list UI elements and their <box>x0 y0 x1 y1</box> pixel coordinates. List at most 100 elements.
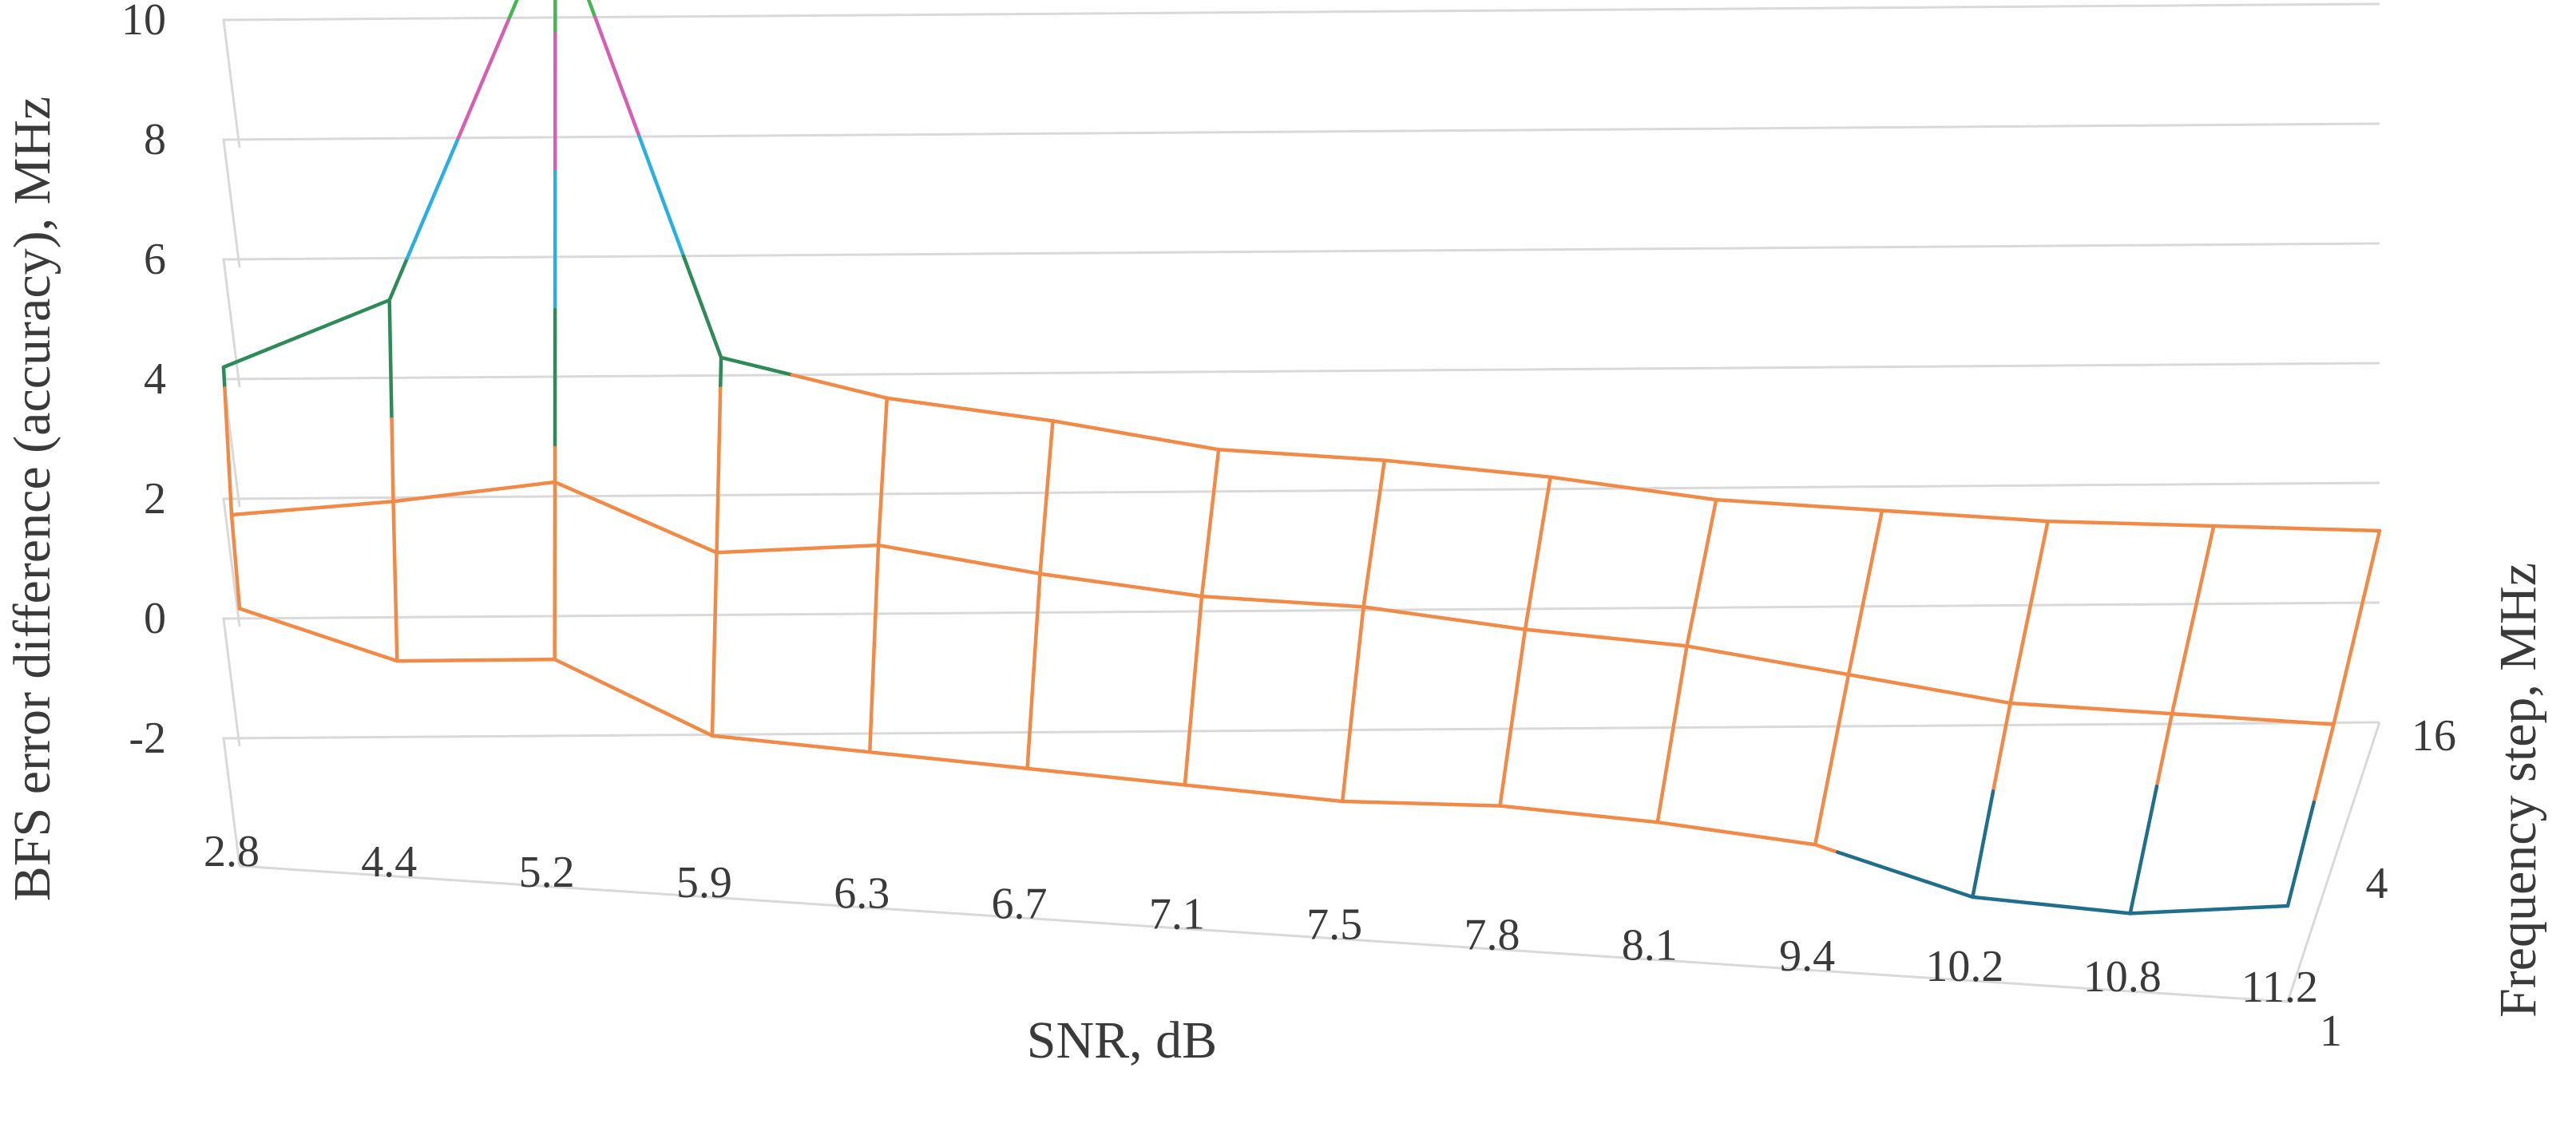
surface-segment <box>874 543 881 610</box>
surface-segment <box>876 396 890 548</box>
z-tick-label: -2 <box>129 714 166 763</box>
surface-segment <box>592 15 641 139</box>
y-tick-label: 1 <box>2320 1006 2342 1056</box>
surface-segment <box>713 551 719 598</box>
surface-segment <box>586 0 597 19</box>
surface-segment <box>1382 458 1552 479</box>
surface-segment <box>1498 804 1660 825</box>
surface-segment <box>867 605 878 754</box>
z-tick-label: 0 <box>144 594 166 643</box>
surface-segment <box>710 594 718 738</box>
x-tick-label: 2.8 <box>204 827 260 876</box>
surface-segment <box>2170 711 2336 726</box>
surface-segment <box>1367 458 1387 567</box>
surface-segment <box>1340 799 1502 808</box>
surface-segment <box>229 500 395 517</box>
surface-segment <box>867 750 1029 771</box>
surface-segment <box>2170 524 2216 716</box>
surface-segment <box>637 134 686 258</box>
gridline <box>222 122 2380 268</box>
gridline <box>222 481 2380 627</box>
surface-segment <box>391 500 398 621</box>
surface-segment <box>2285 800 2316 908</box>
surface-segment <box>1631 486 1718 502</box>
x-axis-title: SNR, dB <box>1027 1011 1217 1070</box>
surface-segment <box>719 355 795 377</box>
z-axis-title: BFS error difference (accuracy), MHz <box>3 97 61 901</box>
z-tick-label: 2 <box>144 474 166 524</box>
surface-segment <box>1548 475 1635 491</box>
surface-segment <box>387 298 394 421</box>
surface-segment <box>2154 711 2174 789</box>
surface-segment <box>1655 820 1817 847</box>
surface-segment <box>1183 783 1345 804</box>
z-tick-label: 10 <box>121 0 166 45</box>
surface-segment <box>1036 571 1042 599</box>
surface-segment <box>790 373 890 401</box>
x-tick-label: 4.4 <box>361 837 417 887</box>
x-tick-label: 10.8 <box>2083 952 2162 1002</box>
x-tick-label: 5.2 <box>519 848 575 897</box>
surface-segment <box>1038 419 1055 576</box>
surface-segment <box>391 480 557 504</box>
surface-segment <box>553 480 719 555</box>
surface-segment <box>1836 850 1975 900</box>
surface-segment <box>221 298 391 370</box>
surface-segment <box>1202 448 1221 580</box>
surface-segment <box>2128 904 2290 915</box>
gridline <box>222 2 2380 148</box>
surface-segment <box>681 254 723 360</box>
surface-segment <box>2046 519 2216 528</box>
x-tick-label: 6.7 <box>992 879 1048 928</box>
surface-segment <box>885 396 1055 423</box>
surface-segment <box>1991 701 2012 793</box>
surface-segment <box>394 616 399 663</box>
surface-wireframe <box>221 0 2382 915</box>
surface-segment <box>1146 587 1204 599</box>
surface-segment <box>1216 448 1387 462</box>
surface-segment <box>1813 672 1851 847</box>
surface-segment <box>1199 594 1365 609</box>
surface-segment <box>229 512 242 611</box>
surface-segment <box>390 417 395 504</box>
surface-segment <box>1541 475 1552 523</box>
x-tick-label: 5.9 <box>676 858 732 908</box>
surface-segment <box>1523 627 1689 648</box>
surface-segment <box>718 355 723 390</box>
x-tick-label: 6.3 <box>834 868 890 918</box>
surface-segment <box>1971 895 2132 915</box>
surface-segment <box>387 256 410 303</box>
surface-segment <box>1025 766 1187 787</box>
surface-segment <box>1971 789 1995 900</box>
gridline <box>222 242 2380 388</box>
surface-segment <box>1685 644 1851 677</box>
surface-segment <box>1340 605 1365 804</box>
floor-edge <box>239 864 2289 1003</box>
surface-segment <box>405 136 461 260</box>
surface-segment <box>715 386 723 555</box>
surface-segment <box>2212 524 2382 533</box>
surface-segment <box>553 657 715 738</box>
z-tick-label: 6 <box>144 235 166 284</box>
gridline <box>222 721 2380 867</box>
surface-segment <box>2312 722 2336 805</box>
surface-segment <box>2008 701 2174 716</box>
surface-segment <box>1813 843 1840 854</box>
surface-segment <box>507 0 519 20</box>
x-tick-label: 7.1 <box>1149 889 1205 939</box>
surface-segment <box>1199 575 1206 599</box>
surface-segment <box>1183 594 1204 787</box>
x-tick-label: 7.5 <box>1306 900 1362 950</box>
z-tick-label: 8 <box>144 115 166 164</box>
x-tick-label: 11.2 <box>2241 963 2318 1012</box>
x-tick-label: 8.1 <box>1622 921 1678 971</box>
surface-segment <box>305 629 399 663</box>
surface-segment <box>1498 627 1528 808</box>
surface-segment <box>456 16 512 140</box>
surface-segment <box>1714 497 1884 512</box>
y-tick-label: 16 <box>2412 711 2456 761</box>
surface-segment <box>1025 595 1040 771</box>
x-tick-label: 9.4 <box>1779 931 1835 981</box>
surface-segment <box>1361 605 1528 631</box>
